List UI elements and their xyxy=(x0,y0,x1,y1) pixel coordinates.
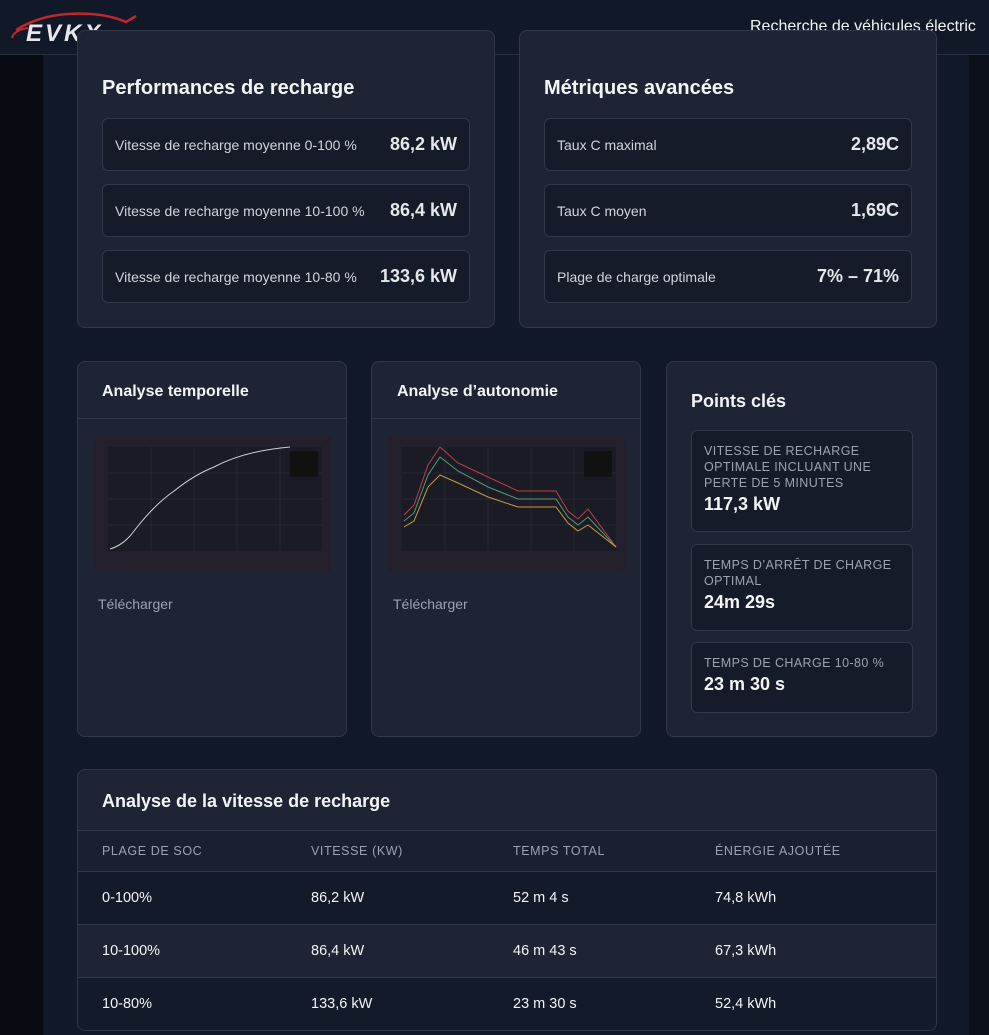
side-strip xyxy=(0,0,43,1035)
metric-label: Vitesse de recharge moyenne 0-100 % xyxy=(115,136,357,153)
metric-label: Taux C maximal xyxy=(557,136,657,153)
metric-value: 133,6 kW xyxy=(379,266,457,286)
chart-card: Analyse d’autonomie Télécharger xyxy=(371,361,641,737)
charging-card: Performances de recharge Vitesse de rech… xyxy=(77,30,495,328)
column-header: ÉNERGIE AJOUTÉE xyxy=(715,844,841,858)
logo-icon xyxy=(11,12,137,39)
download-link[interactable]: Télécharger xyxy=(98,596,173,612)
column-header: VITESSE (KW) xyxy=(311,844,403,858)
divider xyxy=(78,418,346,419)
download-link[interactable]: Télécharger xyxy=(393,596,468,612)
card-title: Performances de recharge xyxy=(102,77,355,99)
table-cell: 0-100% xyxy=(102,890,152,906)
key-point-label: TEMPS D’ARRÊT DE CHARGE OPTIMAL xyxy=(704,558,892,588)
metric-value: 7% – 71% xyxy=(816,266,899,286)
metric-label: Vitesse de recharge moyenne 10-100 % xyxy=(115,202,365,219)
metric-row: Vitesse de recharge moyenne 10-80 % 133,6… xyxy=(102,250,470,303)
metric-row: Taux C moyen 1,69C xyxy=(544,184,912,237)
table-header xyxy=(78,830,936,872)
key-point-value: 24m 29s xyxy=(704,592,776,612)
table-card: Analyse de la vitesse de recharge PLAGE … xyxy=(77,769,937,1031)
table-row xyxy=(78,872,936,925)
metric-value: 86,2 kW xyxy=(389,134,457,154)
column-header: PLAGE DE SOC xyxy=(102,844,203,858)
table-cell: 10-80% xyxy=(102,996,152,1012)
card-title: Analyse d’autonomie xyxy=(397,383,558,400)
key-point-value: 23 m 30 s xyxy=(704,674,786,694)
column-header: TEMPS TOTAL xyxy=(513,844,606,858)
metrics-card: Métriques avancées Taux C maximal 2,89C T… xyxy=(519,30,937,328)
metric-value: 86,4 kW xyxy=(389,200,457,220)
table-cell: 52 m 4 s xyxy=(513,890,569,906)
metric-row: Vitesse de recharge moyenne 10-100 % 86,4… xyxy=(102,184,470,237)
table-cell: 52,4 kWh xyxy=(715,996,777,1012)
table-title: Analyse de la vitesse de recharge xyxy=(102,791,391,811)
table-row xyxy=(78,978,936,1030)
chart-card: Analyse temporelle Télécharger xyxy=(77,361,347,737)
table-cell: 86,4 kW xyxy=(311,943,365,959)
metric-label: Plage de charge optimale xyxy=(557,268,716,285)
key-point-value: 117,3 kW xyxy=(704,494,781,514)
table-cell: 67,3 kWh xyxy=(715,943,777,959)
metric-row: Taux C maximal 2,89C xyxy=(544,118,912,171)
metric-label: Taux C moyen xyxy=(557,202,647,219)
metric-row: Plage de charge optimale 7% – 71% xyxy=(544,250,912,303)
metric-label: Vitesse de recharge moyenne 10-80 % xyxy=(115,268,357,285)
table-cell: 133,6 kW xyxy=(311,996,373,1012)
table-cell: 74,8 kWh xyxy=(715,890,777,906)
card-title: Métriques avancées xyxy=(544,77,735,99)
card-title: Points clés xyxy=(691,391,787,411)
table-cell: 23 m 30 s xyxy=(513,996,577,1012)
table-cell: 86,2 kW xyxy=(311,890,365,906)
key-points-card: Points clés VITESSE DE RECHARGE OPTIMALE… xyxy=(666,361,937,737)
key-point: TEMPS DE CHARGE 10-80 % 23 m 30 s xyxy=(691,642,913,713)
divider xyxy=(372,418,640,419)
key-point: VITESSE DE RECHARGE OPTIMALE INCLUANT UN… xyxy=(691,430,913,532)
metric-value: 1,69C xyxy=(850,200,899,220)
card-title: Analyse temporelle xyxy=(102,383,249,400)
table-cell: 10-100% xyxy=(102,943,161,959)
chart-thumbnail[interactable] xyxy=(388,435,625,573)
key-point: TEMPS D’ARRÊT DE CHARGE OPTIMAL 24m 29s xyxy=(691,544,913,631)
metric-value: 2,89C xyxy=(850,134,899,154)
table-row xyxy=(78,925,936,978)
key-point-label: TEMPS DE CHARGE 10-80 % xyxy=(704,656,885,670)
key-point-label: VITESSE DE RECHARGE OPTIMALE INCLUANT UN… xyxy=(704,444,872,490)
metric-row: Vitesse de recharge moyenne 0-100 % 86,2 … xyxy=(102,118,470,171)
chart-thumbnail[interactable] xyxy=(94,435,331,573)
table-cell: 46 m 43 s xyxy=(513,943,577,959)
